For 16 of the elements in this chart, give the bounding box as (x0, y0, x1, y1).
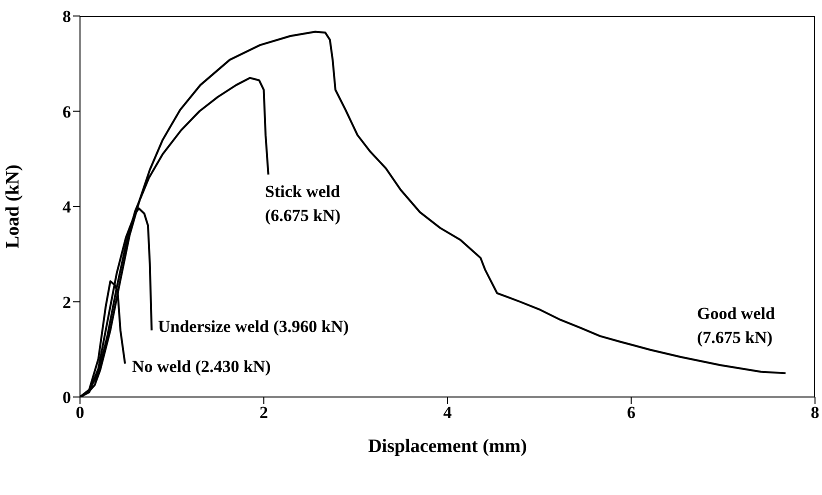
annotation: Good weld (7.675 kN) (697, 304, 776, 347)
y-tick-label: 2 (62, 292, 71, 312)
y-axis-title: Load (kN) (2, 164, 24, 248)
x-tick-label: 4 (443, 403, 452, 422)
x-tick-label: 6 (627, 403, 636, 422)
x-tick-label: 8 (810, 403, 820, 422)
y-tick-label: 4 (62, 198, 72, 217)
x-tick-label: 2 (260, 403, 268, 422)
y-tick-label: 0 (62, 388, 71, 408)
x-axis-title: Displacement (mm) (368, 436, 527, 457)
annotation: Undersize weld (3.960 kN) (158, 316, 349, 336)
y-tick-label: 8 (62, 7, 71, 26)
y-tick-label: 6 (62, 102, 71, 122)
annotation: Stick weld (6.675 kN) (265, 182, 341, 225)
x-tick-label: 0 (76, 403, 84, 422)
annotation: No weld (2.430 kN) (132, 356, 271, 376)
